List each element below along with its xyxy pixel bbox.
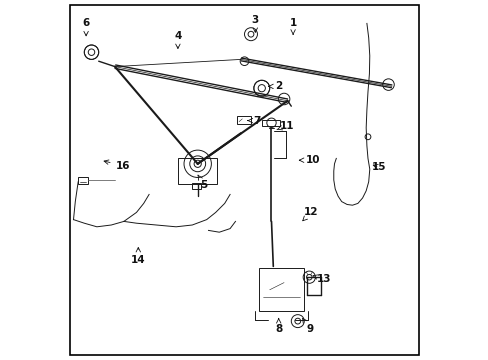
Text: 10: 10 (299, 155, 320, 165)
Text: 11: 11 (276, 121, 294, 131)
Bar (192, 183, 201, 189)
Text: 9: 9 (302, 318, 313, 334)
Bar (237, 116, 250, 124)
Text: 13: 13 (312, 274, 330, 284)
Text: 7: 7 (247, 116, 260, 126)
Text: 16: 16 (104, 160, 130, 171)
Text: 4: 4 (174, 31, 181, 49)
Bar (258, 268, 303, 311)
Text: 6: 6 (82, 18, 89, 36)
Text: 15: 15 (371, 162, 386, 172)
Text: 1: 1 (289, 18, 296, 34)
Text: 2: 2 (268, 81, 282, 91)
Bar (178, 158, 217, 184)
Bar (78, 177, 88, 184)
Text: 12: 12 (302, 207, 318, 221)
Text: 3: 3 (251, 15, 258, 32)
Bar (262, 120, 280, 126)
Text: 5: 5 (198, 175, 207, 190)
Text: 8: 8 (275, 319, 282, 334)
Text: 14: 14 (131, 248, 145, 265)
